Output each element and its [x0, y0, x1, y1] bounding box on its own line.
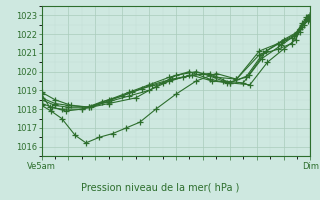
- Text: Pression niveau de la mer( hPa ): Pression niveau de la mer( hPa ): [81, 182, 239, 192]
